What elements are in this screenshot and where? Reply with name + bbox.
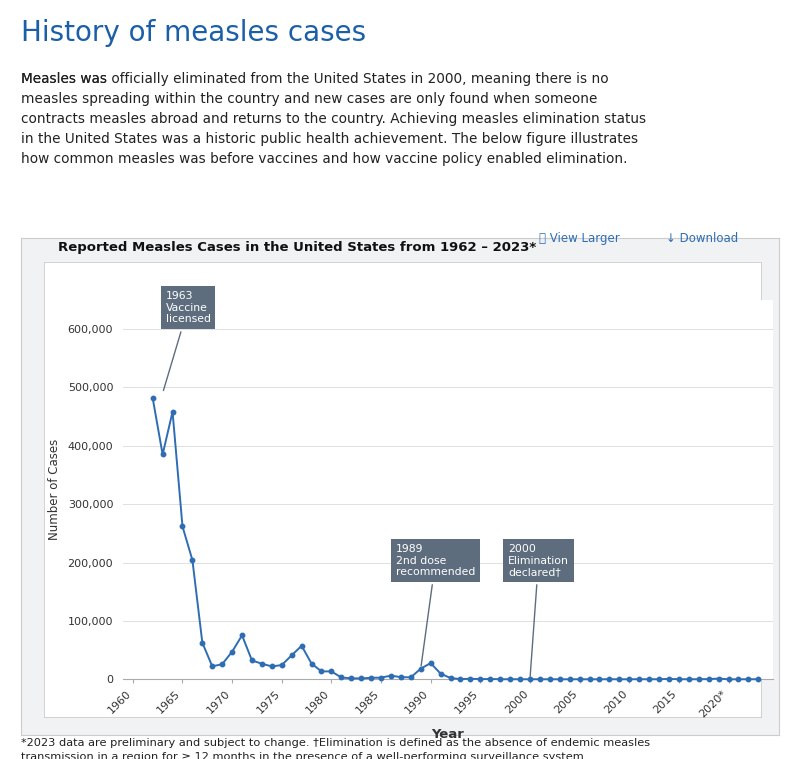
Text: ↓ Download: ↓ Download [666, 232, 738, 245]
Text: *2023 data are preliminary and subject to change. †Elimination is defined as the: *2023 data are preliminary and subject t… [21, 738, 650, 759]
Text: 1963
Vaccine
licensed: 1963 Vaccine licensed [163, 291, 211, 391]
X-axis label: Year: Year [431, 728, 465, 741]
Text: 2000
Elimination
declared†: 2000 Elimination declared† [508, 544, 569, 676]
Text: History of measles cases: History of measles cases [21, 19, 366, 47]
Text: 🔍 View Larger: 🔍 View Larger [539, 232, 620, 245]
Y-axis label: Number of Cases: Number of Cases [48, 439, 60, 540]
Text: Measles was: Measles was [21, 72, 112, 86]
Text: Reported Measles Cases in the United States from 1962 – 2023*: Reported Measles Cases in the United Sta… [58, 241, 536, 254]
Text: Measles was officially eliminated from the United States in 2000, meaning there : Measles was officially eliminated from t… [21, 72, 646, 166]
Text: 1989
2nd dose
recommended: 1989 2nd dose recommended [396, 544, 475, 666]
